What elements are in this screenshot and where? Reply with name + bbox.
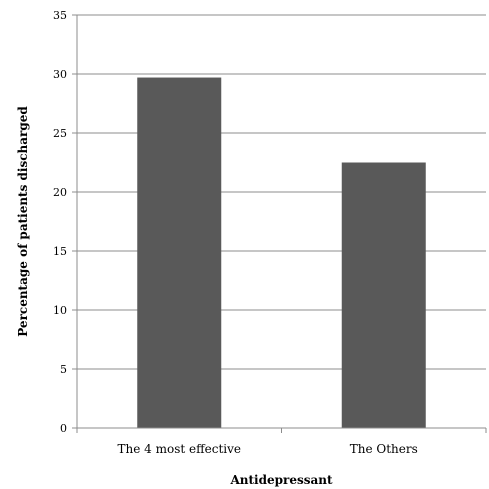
y-tick-label: 20 — [53, 186, 67, 199]
y-axis-title: Percentage of patients discharged — [16, 106, 30, 337]
y-tick-label: 5 — [60, 363, 67, 376]
y-tick-label: 15 — [53, 245, 67, 258]
y-tick-label: 10 — [53, 304, 67, 317]
category-label: The Others — [350, 442, 418, 456]
x-tick-marks — [76, 428, 487, 433]
y-tick-label: 30 — [53, 68, 67, 81]
bar — [137, 77, 222, 428]
y-tick-label: 35 — [53, 9, 67, 22]
y-tick-labels: 0 5 10 15 20 25 30 35 — [53, 9, 77, 435]
category-label: The 4 most effective — [118, 442, 242, 456]
y-tick-label: 25 — [53, 127, 67, 140]
y-tick-label: 0 — [60, 422, 67, 435]
x-axis-title: Antidepressant — [229, 473, 333, 487]
bars — [137, 77, 426, 428]
category-labels: The 4 most effective The Others — [118, 442, 418, 456]
bar — [341, 162, 426, 428]
